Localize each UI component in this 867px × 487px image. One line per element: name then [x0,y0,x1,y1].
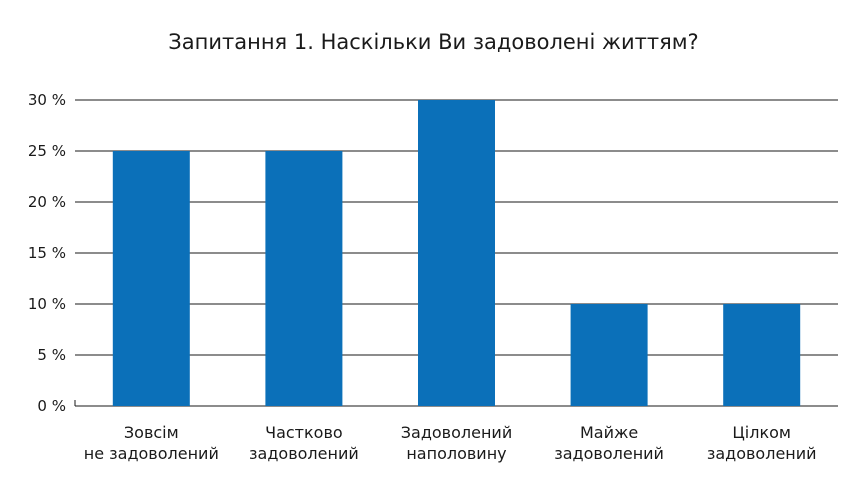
y-tick-label: 15 % [28,244,66,262]
bar [112,151,190,406]
x-category-label: Майже [580,423,638,442]
y-tick-label: 5 % [37,346,66,364]
bar [418,100,495,406]
bar [265,151,343,406]
y-tick-label: 10 % [28,295,66,313]
y-tick-label: 0 % [37,397,66,415]
chart-title: Запитання 1. Наскільки Ви задоволені жит… [168,30,699,54]
x-category-label: задоволений [249,444,359,463]
bar [723,304,801,406]
y-tick-label: 30 % [28,91,66,109]
bar [570,304,648,406]
x-category-label: задоволений [707,444,817,463]
y-tick-label: 25 % [28,142,66,160]
x-category-label: Задоволений [401,423,512,442]
x-category-label: задоволений [554,444,664,463]
x-category-label: Частково [265,423,343,442]
y-tick-label: 20 % [28,193,66,211]
x-category-label: Цілком [732,423,791,442]
x-category-label: не задоволений [84,444,219,463]
x-category-label: наполовину [406,444,506,463]
x-category-label: Зовсім [124,423,179,442]
